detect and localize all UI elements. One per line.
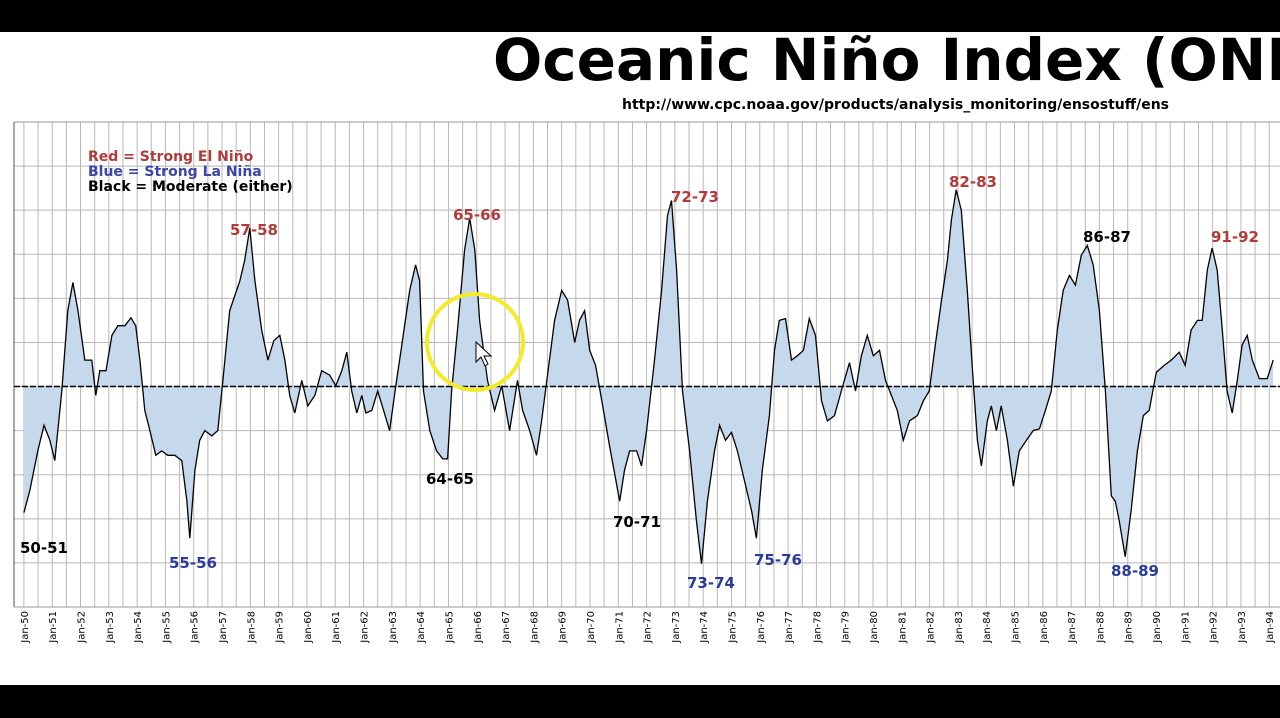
x-tick-label: Jan-85 xyxy=(1011,611,1022,644)
x-tick-label: Jan-78 xyxy=(812,611,823,644)
x-tick-label: Jan-72 xyxy=(643,611,654,644)
x-tick-label: Jan-73 xyxy=(671,611,682,644)
x-tick-label: Jan-92 xyxy=(1209,611,1220,644)
x-tick-label: Jan-83 xyxy=(954,611,965,644)
x-tick-label: Jan-71 xyxy=(614,611,625,644)
annotation: 70-71 xyxy=(613,513,661,531)
x-tick-label: Jan-61 xyxy=(331,611,342,644)
x-tick-label: Jan-77 xyxy=(784,611,795,644)
annotation: 82-83 xyxy=(949,173,997,191)
x-tick-label: Jan-51 xyxy=(48,611,59,644)
chart-title: Oceanic Niño Index (ONI) xyxy=(493,26,1280,94)
annotation: 64-65 xyxy=(426,470,474,488)
area-fill xyxy=(23,189,1274,564)
x-tick-label: Jan-91 xyxy=(1180,611,1191,644)
x-tick-label: Jan-63 xyxy=(388,611,399,644)
x-tick-label: Jan-89 xyxy=(1124,611,1135,644)
x-tick-label: Jan-90 xyxy=(1152,611,1163,644)
x-tick-label: Jan-79 xyxy=(841,611,852,644)
annotation: 86-87 xyxy=(1083,228,1131,246)
legend-note: Blue = Strong La Niña xyxy=(88,164,262,180)
annotation: 88-89 xyxy=(1111,562,1159,580)
x-tick-label: Jan-94 xyxy=(1265,611,1276,644)
chart-subtitle: http://www.cpc.noaa.gov/products/analysi… xyxy=(622,97,1169,113)
x-tick-label: Jan-65 xyxy=(444,611,455,644)
x-tick-label: Jan-68 xyxy=(529,611,540,644)
x-tick-label: Jan-87 xyxy=(1067,611,1078,644)
annotation: 91-92 xyxy=(1211,228,1259,246)
x-tick-label: Jan-56 xyxy=(190,611,201,644)
x-tick-label: Jan-69 xyxy=(558,611,569,644)
x-tick-label: Jan-93 xyxy=(1237,611,1248,644)
annotation: 73-74 xyxy=(687,574,735,592)
x-tick-label: Jan-57 xyxy=(218,611,229,644)
x-tick-label: Jan-58 xyxy=(246,611,257,644)
x-tick-label: Jan-66 xyxy=(473,611,484,644)
x-tick-label: Jan-60 xyxy=(303,611,314,644)
x-tick-label: Jan-75 xyxy=(727,611,738,644)
annotation: 57-58 xyxy=(230,221,278,239)
x-tick-label: Jan-81 xyxy=(897,611,908,644)
x-tick-label: Jan-64 xyxy=(416,611,427,644)
cursor-highlight xyxy=(425,292,525,392)
x-tick-label: Jan-84 xyxy=(982,611,993,644)
x-tick-label: Jan-59 xyxy=(275,611,286,644)
mouse-cursor xyxy=(475,340,493,367)
annotation: 50-51 xyxy=(20,539,68,557)
annotation: 75-76 xyxy=(754,551,802,569)
x-tick-label: Jan-53 xyxy=(105,611,116,644)
x-tick-label: Jan-80 xyxy=(869,611,880,644)
x-tick-label: Jan-50 xyxy=(20,611,31,644)
data-line xyxy=(23,189,1274,564)
x-tick-label: Jan-74 xyxy=(699,611,710,644)
x-tick-label: Jan-86 xyxy=(1039,611,1050,644)
legend-note: Black = Moderate (either) xyxy=(88,179,293,195)
x-tick-label: Jan-76 xyxy=(756,611,767,644)
x-tick-label: Jan-70 xyxy=(586,611,597,644)
legend-note: Red = Strong El Niño xyxy=(88,149,254,165)
x-tick-label: Jan-88 xyxy=(1095,611,1106,644)
x-tick-label: Jan-82 xyxy=(926,611,937,644)
annotation: 55-56 xyxy=(169,554,217,572)
annotation: 65-66 xyxy=(453,206,501,224)
x-tick-label: Jan-52 xyxy=(77,611,88,644)
chart-area: Oceanic Niño Index (ONI) http://www.cpc.… xyxy=(13,26,1280,644)
x-tick-label: Jan-62 xyxy=(360,611,371,644)
x-tick-label: Jan-67 xyxy=(501,611,512,644)
x-tick-label: Jan-54 xyxy=(133,611,144,644)
annotation: 72-73 xyxy=(671,188,719,206)
x-tick-label: Jan-55 xyxy=(161,611,172,644)
